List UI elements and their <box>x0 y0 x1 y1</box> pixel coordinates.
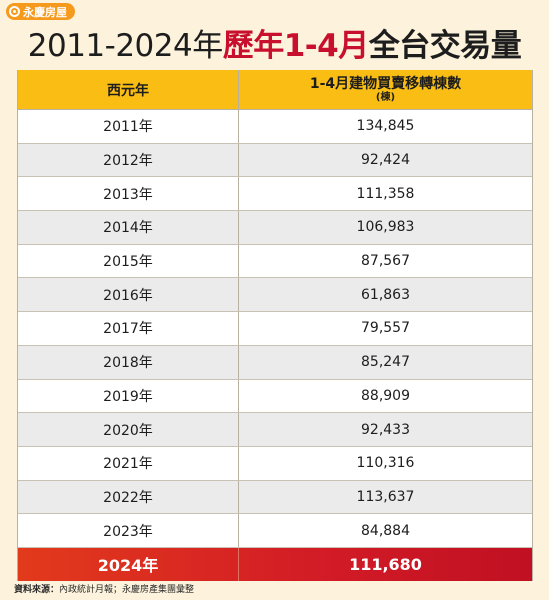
year-cell: 2022年 <box>18 480 239 514</box>
transaction-table: 西元年 1-4月建物買賣移轉棟數 (棟) 2011年 134,845 2012年… <box>17 70 533 581</box>
table-row-highlight: 2024年 111,680 <box>18 547 532 581</box>
header-year-label: 西元年 <box>107 82 149 99</box>
table-row: 2014年 106,983 <box>18 211 532 245</box>
header-count-unit: (棟) <box>375 91 396 103</box>
header-count-label: 1-4月建物買賣移轉棟數 <box>309 75 462 92</box>
year-cell: 2014年 <box>18 211 239 244</box>
count-cell: 92,433 <box>361 421 410 438</box>
year-cell: 2023年 <box>18 514 239 547</box>
year-cell: 2016年 <box>18 278 239 312</box>
count-cell: 88,909 <box>361 387 410 404</box>
table-row: 2018年 85,247 <box>18 345 532 380</box>
count-cell: 134,845 <box>356 118 415 135</box>
count-cell: 79,557 <box>361 320 410 337</box>
table-header: 西元年 1-4月建物買賣移轉棟數 (棟) <box>18 70 532 110</box>
year-cell: 2020年 <box>18 413 239 446</box>
title-rest: 全台交易量 <box>368 28 522 64</box>
count-cell: 106,983 <box>356 219 415 236</box>
year-cell: 2012年 <box>18 143 239 177</box>
table-row: 2020年 92,433 <box>18 413 532 447</box>
count-cell: 85,247 <box>361 354 410 371</box>
page-title: 2011-2024年歷年1-4月全台交易量 <box>0 26 549 66</box>
brand-name: 永慶房屋 <box>23 5 67 19</box>
year-cell: 2018年 <box>18 345 239 379</box>
brand-logo: 永慶房屋 <box>6 3 75 20</box>
year-cell: 2024年 <box>18 547 239 581</box>
count-cell: 110,316 <box>356 455 415 472</box>
year-cell: 2019年 <box>18 379 239 413</box>
title-years: 2011-2024年 <box>27 28 223 64</box>
table-row: 2015年 87,567 <box>18 244 532 279</box>
source-text: 內政統計月報；永慶房產集團彙整 <box>59 585 195 595</box>
year-cell: 2015年 <box>18 244 239 278</box>
table-row: 2016年 61,863 <box>18 278 532 313</box>
count-cell: 61,863 <box>361 286 410 303</box>
year-cell: 2017年 <box>18 312 239 345</box>
count-cell: 111,680 <box>349 554 422 574</box>
source-note: 資料來源：內政統計月報；永慶房產集團彙整 <box>14 582 194 595</box>
table-row: 2017年 79,557 <box>18 312 532 346</box>
count-cell: 87,567 <box>361 253 410 270</box>
table-row: 2023年 84,884 <box>18 514 532 548</box>
year-cell: 2011年 <box>18 110 239 143</box>
table-row: 2013年 111,358 <box>18 177 532 212</box>
year-cell: 2013年 <box>18 177 239 211</box>
table-row: 2022年 113,637 <box>18 480 532 515</box>
count-cell: 113,637 <box>356 488 415 505</box>
table-row: 2019年 88,909 <box>18 379 532 414</box>
title-highlight: 歷年1-4月 <box>222 28 370 64</box>
table-row: 2012年 92,424 <box>18 143 532 178</box>
table-row: 2021年 110,316 <box>18 446 532 481</box>
count-cell: 92,424 <box>361 152 410 169</box>
count-cell: 111,358 <box>356 185 415 202</box>
source-label: 資料來源： <box>14 585 60 595</box>
table-row: 2011年 134,845 <box>18 110 532 144</box>
header-year: 西元年 <box>18 70 239 109</box>
brand-mark-icon <box>9 6 20 17</box>
count-cell: 84,884 <box>361 522 410 539</box>
header-count: 1-4月建物買賣移轉棟數 (棟) <box>239 70 532 109</box>
year-cell: 2021年 <box>18 446 239 480</box>
